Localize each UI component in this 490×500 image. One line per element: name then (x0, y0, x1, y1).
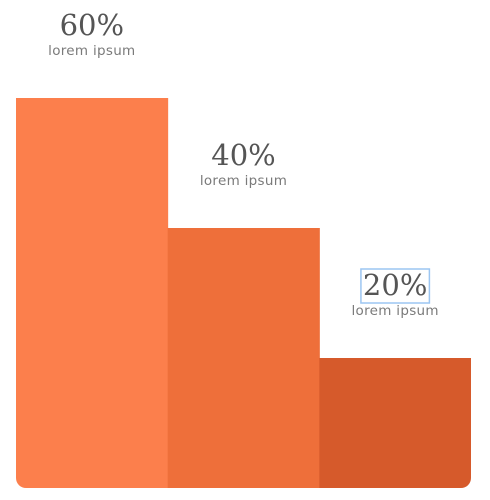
category-label-1: lorem ipsum (48, 43, 135, 59)
bar-3 (319, 358, 471, 488)
value-label-3: 20% (363, 268, 427, 302)
selection-box[interactable] (360, 268, 431, 304)
category-label-3: lorem ipsum (351, 303, 438, 319)
bars-group (16, 98, 471, 488)
value-label-1: 60% (60, 8, 124, 42)
value-label-2: 40% (211, 138, 275, 172)
bar-1 (16, 98, 169, 488)
bar-2 (167, 228, 320, 488)
category-label-2: lorem ipsum (200, 173, 287, 189)
